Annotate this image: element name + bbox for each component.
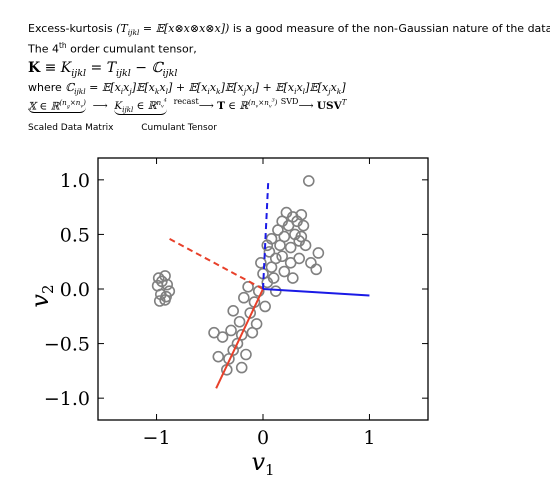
y-axis-label: v2 xyxy=(26,284,57,307)
kurtosis-formula: (Tijkl = 𝔼[x⊗x⊗x⊗x]) xyxy=(116,22,230,38)
data-point xyxy=(255,256,267,269)
data-point xyxy=(235,329,248,341)
data-point xyxy=(276,250,288,263)
y-tick-label: 0.5 xyxy=(60,224,90,246)
cumulant-intro-prefix: The 4 xyxy=(28,42,59,56)
data-point xyxy=(227,305,239,317)
data-point xyxy=(299,239,312,252)
data-point xyxy=(293,252,305,265)
y-tick-label: 1.0 xyxy=(60,170,90,192)
solid-vector xyxy=(215,288,264,389)
data-point xyxy=(225,324,237,337)
excess-kurtosis-label: Excess-kurtosis xyxy=(28,22,113,35)
data-point xyxy=(305,256,317,269)
svd-label: SVD xyxy=(280,97,299,106)
data-point xyxy=(156,275,168,288)
data-point xyxy=(287,272,299,284)
data-point xyxy=(278,265,291,278)
solid-vector xyxy=(262,288,370,297)
data-point xyxy=(302,175,315,187)
data-point xyxy=(163,285,176,297)
data-point xyxy=(269,285,282,297)
data-point xyxy=(295,208,308,221)
data-point xyxy=(259,300,271,313)
pipeline-formula: 𝕏 ∈ ℝ(ng×nv) ⟶ Kijkl ∈ ℝnv4 recast⟶ T ∈ … xyxy=(28,97,347,116)
dashed-vector xyxy=(262,179,270,290)
cumulant-tensor-label: Cumulant Tensor xyxy=(141,123,217,133)
data-point xyxy=(265,232,278,245)
cumulant-intro-line: The 4th order cumulant tensor, xyxy=(28,41,197,56)
data-point xyxy=(246,326,259,339)
x-tick-label: −1 xyxy=(143,427,171,449)
data-point xyxy=(278,230,291,243)
data-points xyxy=(151,175,325,376)
data-point xyxy=(312,247,325,259)
data-point xyxy=(269,252,282,265)
y-tick-label: −0.5 xyxy=(44,334,90,356)
data-point xyxy=(152,272,165,284)
cumulant-intro-sup: th xyxy=(58,41,67,50)
data-point xyxy=(153,295,166,307)
eigen-vectors xyxy=(168,179,370,389)
data-point xyxy=(267,272,280,284)
data-point xyxy=(310,263,323,276)
cumulant-intro-suffix: order cumulant tensor, xyxy=(70,42,197,56)
data-point xyxy=(238,291,250,304)
data-point xyxy=(212,350,225,363)
dashed-vector xyxy=(168,237,264,290)
axis-ticks: −1 0 1 1.0 0.5 0.0 −0.5 −1.0 xyxy=(44,158,428,449)
data-point xyxy=(233,315,246,328)
y-tick-label: 0.0 xyxy=(60,279,90,301)
data-point xyxy=(240,348,252,361)
cumulant-expansion-formula: ℂijkl = 𝔼[xixj]𝔼[xkxl] + 𝔼[xixk]𝔼[xjxl] … xyxy=(65,81,346,97)
data-point xyxy=(284,241,297,254)
x-tick-label: 1 xyxy=(363,427,375,449)
cumulant-expansion-line: where ℂijkl = 𝔼[xixj]𝔼[xkxl] + 𝔼[xixk]𝔼[… xyxy=(28,81,346,96)
data-point xyxy=(297,219,310,232)
data-point xyxy=(235,361,248,374)
x-tick-label: 0 xyxy=(257,427,269,449)
x-axis-label: v1 xyxy=(251,448,274,479)
cumulant-definition: K ≡ Kijkl = Tijkl − ℂijkl xyxy=(28,60,178,79)
recast-label: recast xyxy=(173,97,199,106)
brace-labels: Scaled Data Matrix Cumulant Tensor xyxy=(28,123,217,133)
kurtosis-description: is a good measure of the non-Gaussian na… xyxy=(232,22,550,35)
y-tick-label: −1.0 xyxy=(44,388,90,410)
data-point xyxy=(263,246,276,258)
data-point xyxy=(242,281,254,293)
data-point xyxy=(208,326,220,339)
intro-line: Excess-kurtosis (Tijkl = 𝔼[x⊗x⊗x⊗x]) is … xyxy=(28,22,550,37)
where-label: where xyxy=(28,81,62,94)
data-point xyxy=(276,215,288,228)
scaled-data-label: Scaled Data Matrix xyxy=(28,123,114,133)
